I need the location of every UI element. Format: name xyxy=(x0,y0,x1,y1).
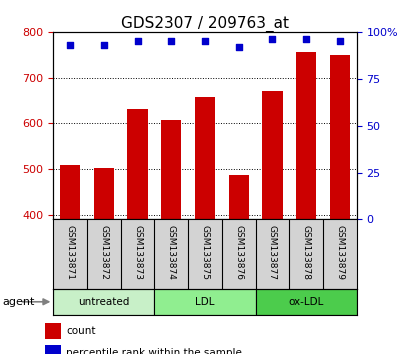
Bar xyxy=(45,345,61,354)
Bar xyxy=(127,109,147,219)
Text: untreated: untreated xyxy=(78,297,129,307)
Text: GSM133872: GSM133872 xyxy=(99,225,108,280)
Bar xyxy=(154,289,255,315)
Point xyxy=(336,38,342,44)
Text: GSM133878: GSM133878 xyxy=(301,225,310,280)
Text: GSM133875: GSM133875 xyxy=(200,225,209,280)
Text: GSM133874: GSM133874 xyxy=(166,225,175,280)
Point xyxy=(67,42,73,48)
Text: count: count xyxy=(66,326,95,336)
Bar xyxy=(255,289,356,315)
Text: percentile rank within the sample: percentile rank within the sample xyxy=(66,348,241,354)
Bar xyxy=(295,52,315,219)
Text: agent: agent xyxy=(2,297,34,307)
Text: ox-LDL: ox-LDL xyxy=(288,297,323,307)
Point xyxy=(268,36,275,42)
Bar xyxy=(329,55,349,219)
Text: GSM133873: GSM133873 xyxy=(133,225,142,280)
Bar xyxy=(45,323,61,338)
Bar xyxy=(161,120,181,219)
Point xyxy=(201,38,208,44)
Point xyxy=(100,42,107,48)
Text: GSM133876: GSM133876 xyxy=(234,225,243,280)
Text: GSM133879: GSM133879 xyxy=(335,225,344,280)
Bar xyxy=(228,175,248,219)
Point xyxy=(134,38,141,44)
Bar xyxy=(94,168,114,219)
Bar xyxy=(194,97,215,219)
Text: GSM133877: GSM133877 xyxy=(267,225,276,280)
Text: LDL: LDL xyxy=(195,297,214,307)
Bar xyxy=(262,91,282,219)
Point xyxy=(235,44,241,50)
Bar xyxy=(53,289,154,315)
Point xyxy=(168,38,174,44)
Bar xyxy=(60,165,80,219)
Point xyxy=(302,36,309,42)
Text: GSM133871: GSM133871 xyxy=(65,225,74,280)
Title: GDS2307 / 209763_at: GDS2307 / 209763_at xyxy=(121,16,288,32)
